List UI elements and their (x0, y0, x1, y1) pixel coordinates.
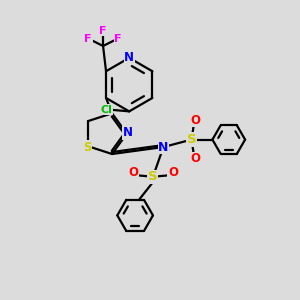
Text: O: O (128, 166, 138, 179)
Text: N: N (124, 51, 134, 64)
Text: N: N (123, 126, 133, 139)
Text: S: S (187, 133, 196, 146)
Text: Cl: Cl (101, 105, 113, 115)
Text: O: O (168, 166, 178, 179)
Text: S: S (148, 170, 158, 183)
Text: S: S (83, 141, 91, 154)
Text: O: O (190, 114, 200, 127)
Text: F: F (84, 34, 92, 44)
Text: F: F (114, 34, 122, 44)
Text: O: O (190, 152, 200, 165)
Text: F: F (99, 26, 107, 35)
Text: N: N (158, 140, 169, 154)
